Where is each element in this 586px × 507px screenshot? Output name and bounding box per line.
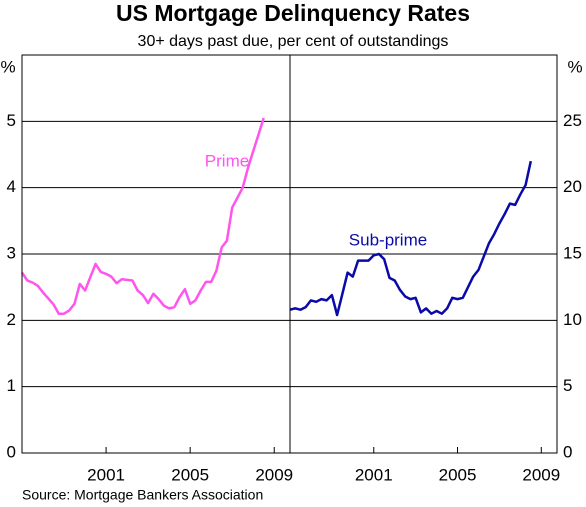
y-axis-unit: % — [567, 57, 582, 76]
data-line — [289, 160, 533, 317]
chart-subtitle: 30+ days past due, per cent of outstandi… — [138, 33, 449, 50]
y-tick-label: 15 — [563, 243, 582, 262]
y-tick-label: 20 — [563, 177, 582, 196]
y-tick-label: 2 — [7, 310, 16, 329]
y-tick-label: 0 — [563, 442, 572, 461]
series-label: Sub-prime — [349, 230, 427, 249]
y-tick-label: 0 — [7, 442, 16, 461]
plot-frame — [289, 54, 558, 454]
x-tick-label: 2005 — [439, 465, 477, 484]
x-tick-label: 2009 — [255, 465, 293, 484]
data-line — [20, 117, 265, 315]
y-tick-label: 10 — [563, 310, 582, 329]
chart-title: US Mortgage Delinquency Rates — [116, 0, 470, 26]
source-note: Source: Mortgage Bankers Association — [22, 487, 263, 503]
y-tick-label: 4 — [7, 177, 16, 196]
x-tick-label: 2001 — [87, 465, 125, 484]
y-axis-unit: % — [0, 57, 15, 76]
series-label: Prime — [205, 151, 249, 170]
y-tick-label: 3 — [7, 243, 16, 262]
x-tick-label: 2001 — [355, 465, 393, 484]
y-tick-label: 5 — [563, 376, 572, 395]
y-tick-label: 1 — [7, 376, 16, 395]
x-tick-label: 2009 — [522, 465, 560, 484]
y-tick-label: 5 — [7, 111, 16, 130]
y-tick-label: 25 — [563, 111, 582, 130]
x-tick-label: 2005 — [171, 465, 209, 484]
